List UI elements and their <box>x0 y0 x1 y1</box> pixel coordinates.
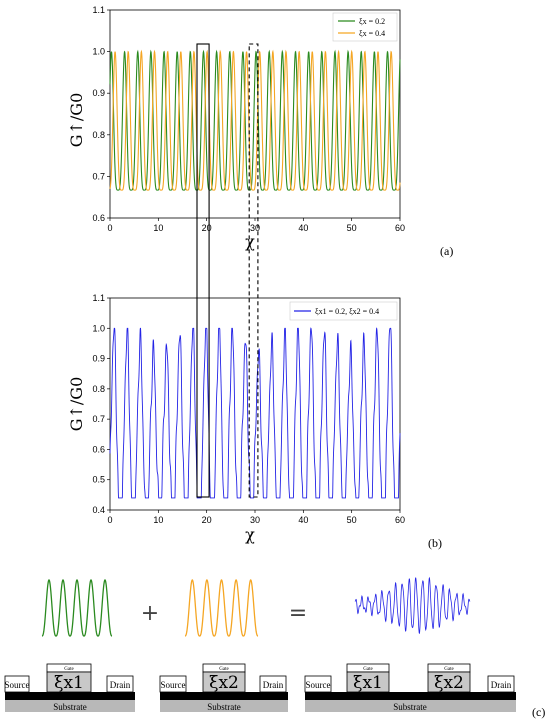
substrate-label-2: Substrate <box>207 702 241 712</box>
plot-a-ytick-label: 1.0 <box>92 47 105 57</box>
region-label-1: ξx1 <box>54 673 84 693</box>
region-2 <box>202 671 246 693</box>
plot-b-xtick-label: 30 <box>250 515 260 525</box>
plot-b-ticks: 0 10 20 30 40 50 60 0.4 0.5 0.6 0.7 0.8 0.9 1.0 1.1 <box>92 293 405 525</box>
gate-label-3b: Gate <box>444 667 454 672</box>
plot-b-ytick-label: 0.5 <box>92 475 105 485</box>
plot-b-ylabel: G↑/G0 <box>67 377 86 432</box>
panel-label-c: (c) <box>532 705 545 719</box>
plot-a-line-2 <box>109 49 401 191</box>
plot-a-ytick-label: 0.8 <box>92 130 105 140</box>
source-1 <box>4 675 30 693</box>
drain-label-3: Drain <box>491 680 512 690</box>
region-label-2: ξx2 <box>209 673 239 693</box>
device-1: Substrate Source Drain Gate ξx1 <box>4 663 135 712</box>
substrate-3 <box>305 700 516 712</box>
plot-b-ytick-label: 1.0 <box>92 323 105 333</box>
plot-a-xtick-label: 0 <box>107 223 112 233</box>
drain-2 <box>259 675 287 693</box>
plot-b-series <box>109 327 401 499</box>
region-label-3b: ξx2 <box>434 673 464 693</box>
region-label-3a: ξx1 <box>353 673 383 693</box>
plot-b-ytick-label: 0.4 <box>92 505 105 515</box>
gate-label-3a: Gate <box>363 667 373 672</box>
plot-b-xtick-label: 10 <box>153 515 163 525</box>
source-label-2: Source <box>161 680 186 690</box>
device-3: Substrate Source Drain Gate ξx1 Gate ξx2 <box>304 663 516 712</box>
source-label-1: Source <box>5 680 30 690</box>
region-3a <box>346 671 390 693</box>
drain-1 <box>106 675 134 693</box>
plot-a-ytick-label: 0.6 <box>92 213 105 223</box>
plot-a-xtick-label: 10 <box>153 223 163 233</box>
schematic: + = Substrate Source Drain Gate ξx1 Subs… <box>4 576 545 719</box>
gate-label-1: Gate <box>64 667 74 672</box>
plot-b-ytick-label: 1.1 <box>92 293 105 303</box>
plot-a-ticks: 0 10 20 30 40 50 60 0.6 0.7 0.8 0.9 1.0 1.1 <box>92 5 405 233</box>
channel-1 <box>5 692 135 700</box>
panel-label-b: (b) <box>428 536 442 550</box>
plot-a-xtick-label: 60 <box>395 223 405 233</box>
device-2: Substrate Source Drain Gate ξx2 <box>159 663 288 712</box>
plot-b-xtick-label: 60 <box>395 515 405 525</box>
mini-wave-green <box>41 579 113 637</box>
substrate-2 <box>160 700 288 712</box>
legend-box <box>332 12 398 42</box>
plot-b-ytick-label: 0.6 <box>92 444 105 454</box>
plot-a-xtick-label: 30 <box>250 223 260 233</box>
mini-wave-orange <box>184 579 259 637</box>
region-3b <box>427 671 471 693</box>
plot-b-legend: ξx1 = 0.2, ξx2 = 0.4 <box>289 301 398 321</box>
plus-operator: + <box>141 601 159 626</box>
plot-b-xtick-label: 20 <box>202 515 212 525</box>
drain-label-1: Drain <box>110 680 131 690</box>
plot-a: 0 10 20 30 40 50 60 0.6 0.7 0.8 0.9 1.0 1.1 ξx = 0.2… <box>67 5 453 258</box>
channel-3 <box>305 692 516 700</box>
comparison-boxes <box>196 43 259 498</box>
plot-a-legend: ξx = 0.2 ξx = 0.4 <box>332 12 398 42</box>
legend-entry-a1: ξx = 0.2 <box>359 17 385 26</box>
plot-b-line-1 <box>109 327 401 499</box>
plot-a-xtick-label: 50 <box>347 223 357 233</box>
substrate-label-3: Substrate <box>393 702 427 712</box>
substrate-label-1: Substrate <box>53 702 87 712</box>
plot-b-frame <box>109 297 401 511</box>
legend-entry-b1: ξx1 = 0.2, ξx2 = 0.4 <box>315 307 379 316</box>
comparison-box-solid <box>196 43 210 498</box>
plot-a-xtick-label: 40 <box>298 223 308 233</box>
plot-a-ytick-label: 0.7 <box>92 171 105 181</box>
equals-operator: = <box>289 601 307 626</box>
plot-a-line-1 <box>109 49 401 191</box>
plot-b-xtick-label: 50 <box>347 515 357 525</box>
plot-b-xtick-label: 0 <box>107 515 112 525</box>
plot-a-ylabel: G↑/G0 <box>67 93 86 148</box>
source-label-3: Source <box>306 680 331 690</box>
comparison-box-dashed <box>248 43 259 498</box>
plot-b-ytick-label: 0.7 <box>92 414 105 424</box>
plot-b: 0 10 20 30 40 50 60 0.4 0.5 0.6 0.7 0.8 0.9 1.0 1.1 ξx… <box>67 293 442 550</box>
plot-b-xtick-label: 40 <box>298 515 308 525</box>
plot-b-xlabel: χ <box>245 525 255 544</box>
legend-entry-a2: ξx = 0.4 <box>359 29 385 38</box>
plot-a-xtick-label: 20 <box>202 223 212 233</box>
source-3 <box>304 675 332 693</box>
plot-a-series <box>109 49 401 191</box>
legend-box <box>289 301 398 321</box>
channel-2 <box>160 692 288 700</box>
mini-wave-blue <box>354 576 471 634</box>
plot-b-ytick-label: 0.9 <box>92 354 105 364</box>
plot-a-xlabel: χ <box>245 232 255 251</box>
plot-b-ytick-label: 0.8 <box>92 384 105 394</box>
plot-a-ytick-label: 1.1 <box>92 5 105 15</box>
plot-a-ytick-label: 0.9 <box>92 88 105 98</box>
region-1 <box>46 671 92 693</box>
substrate-1 <box>5 700 135 712</box>
gate-label-2: Gate <box>219 667 229 672</box>
drain-3 <box>487 675 515 693</box>
drain-label-2: Drain <box>263 680 284 690</box>
panel-label-a: (a) <box>440 244 453 258</box>
source-2 <box>159 675 187 693</box>
